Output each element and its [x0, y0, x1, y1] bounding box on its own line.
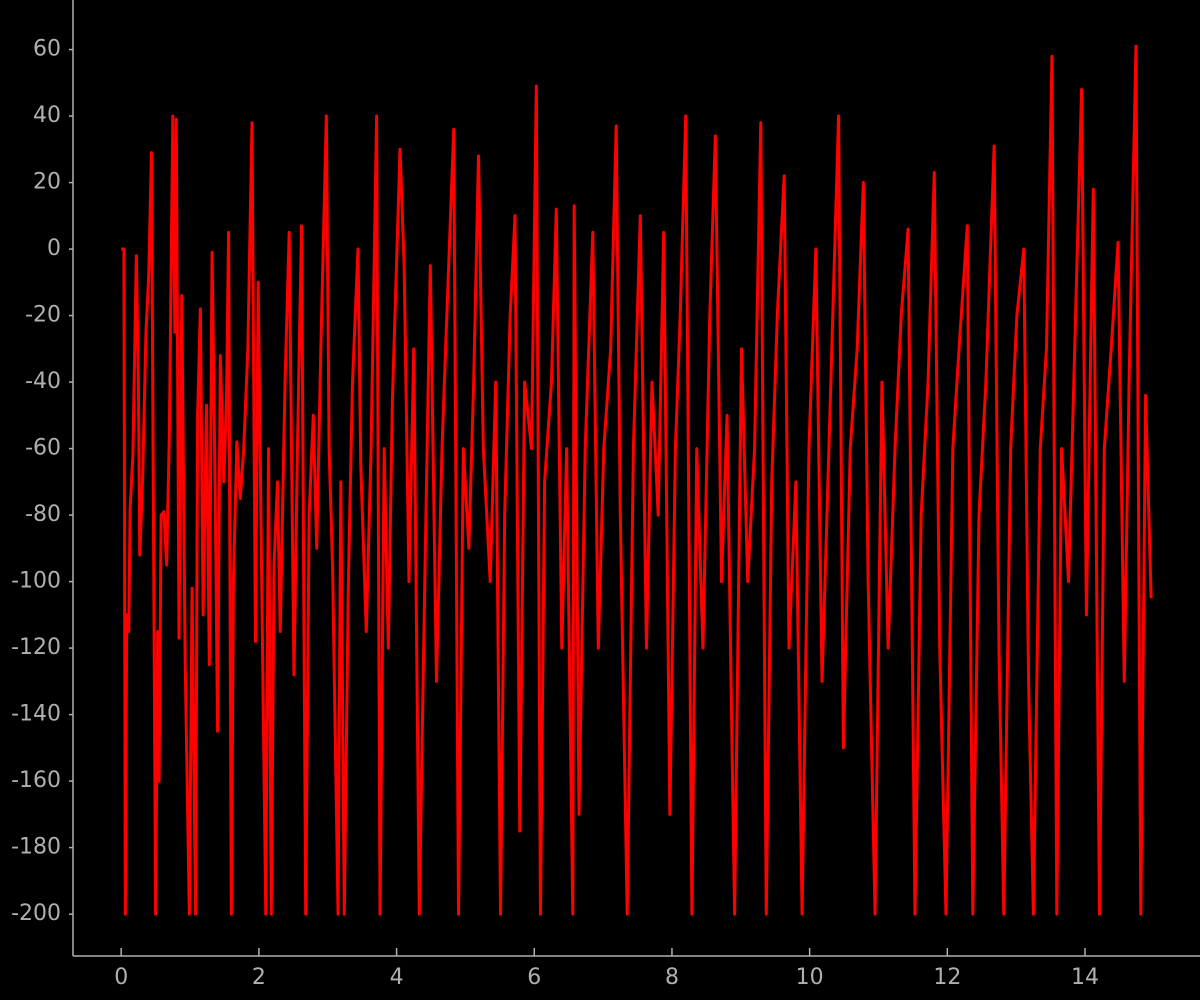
y-tick-label: -40: [25, 369, 61, 394]
y-tick-label: 40: [33, 103, 61, 128]
x-tick-label: 14: [1071, 965, 1099, 990]
y-tick-label: 60: [33, 37, 61, 62]
x-tick-label: 0: [114, 965, 128, 990]
data-line: [121, 44, 1153, 916]
y-tick-label: 20: [33, 170, 61, 195]
x-tick-label: 12: [933, 965, 961, 990]
y-tick-label: -100: [11, 569, 61, 594]
y-tick-label: -140: [11, 702, 61, 727]
y-tick-label: -180: [11, 835, 61, 860]
y-tick-label: -160: [11, 768, 61, 793]
y-tick-label: 0: [47, 236, 61, 261]
y-tick-label: -20: [25, 303, 61, 328]
x-tick-label: 4: [390, 965, 404, 990]
x-tick-label: 6: [527, 965, 541, 990]
x-tick-label: 8: [665, 965, 679, 990]
x-tick-label: 2: [252, 965, 266, 990]
y-tick-label: -200: [11, 901, 61, 926]
x-tick-label: 10: [796, 965, 824, 990]
y-tick-label: -80: [25, 502, 61, 527]
y-tick-label: -60: [25, 436, 61, 461]
y-tick-label: -120: [11, 635, 61, 660]
